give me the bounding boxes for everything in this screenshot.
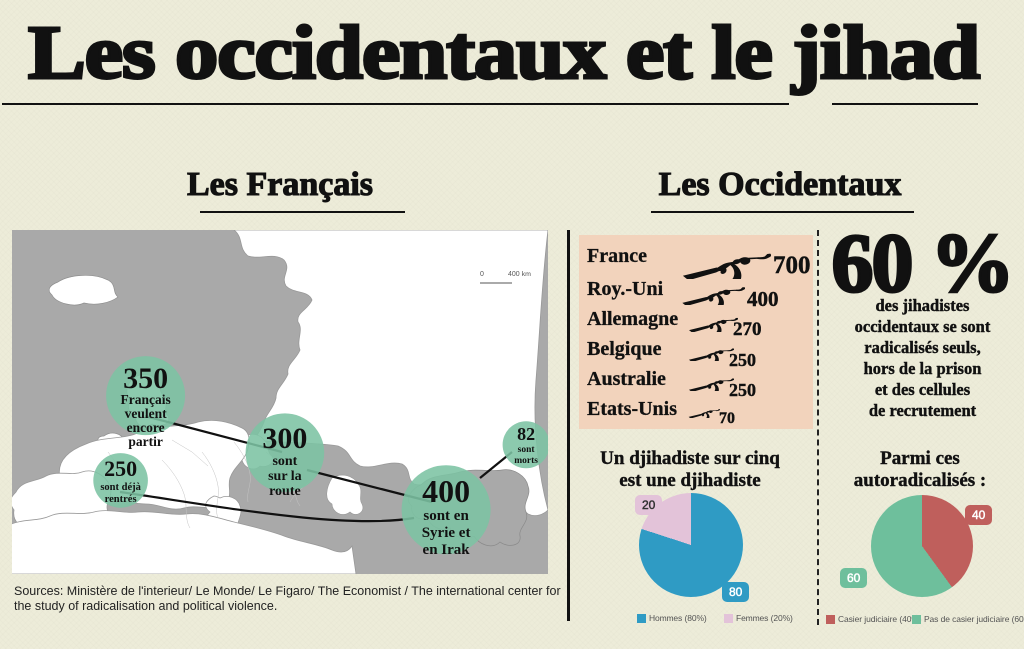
svg-text:en Irak: en Irak [423, 542, 471, 558]
svg-text:sont déjà: sont déjà [100, 482, 141, 493]
svg-text:0: 0 [480, 271, 484, 278]
svg-text:veulent: veulent [125, 406, 168, 421]
svg-text:sont: sont [272, 454, 297, 469]
svg-text:encore: encore [127, 420, 165, 435]
svg-text:350: 350 [123, 362, 168, 395]
svg-text:Syrie et: Syrie et [422, 525, 471, 541]
svg-text:400 km: 400 km [508, 271, 531, 278]
svg-text:400: 400 [422, 473, 470, 509]
svg-text:82: 82 [517, 424, 535, 444]
svg-text:partir: partir [128, 434, 163, 449]
svg-text:sur la: sur la [268, 469, 302, 484]
svg-text:250: 250 [104, 456, 137, 481]
svg-text:sont en: sont en [423, 508, 469, 524]
svg-text:rentrés: rentrés [105, 494, 137, 505]
svg-text:sont: sont [518, 445, 536, 455]
svg-text:300: 300 [262, 422, 307, 455]
svg-text:route: route [269, 484, 301, 499]
svg-text:morts: morts [514, 456, 538, 466]
svg-text:Français: Français [120, 392, 170, 407]
